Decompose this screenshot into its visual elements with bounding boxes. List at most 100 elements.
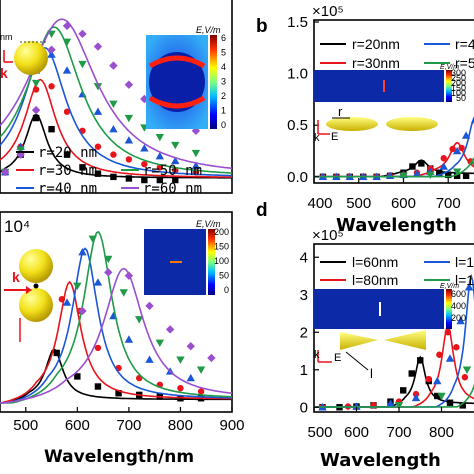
panel-b: b ×10⁵ 0.0 0.5 1.0 1.5 400 500 600 700 Wavelen…	[256, 3, 474, 236]
k-label-b: k	[314, 132, 320, 144]
series-1-point-5	[425, 375, 432, 383]
colorbar-d	[446, 289, 452, 329]
cb-b-tick-1: 250	[451, 73, 466, 83]
series-2-point-6	[93, 107, 103, 115]
cb-d-tick-0: 600	[451, 289, 466, 299]
series-0-point-5	[79, 164, 86, 171]
series-3-line	[0, 230, 233, 404]
series-3-point-12	[191, 149, 201, 158]
series-3-point-2	[31, 79, 41, 88]
series-3-point-1	[88, 235, 97, 243]
series-1-point-2	[94, 344, 102, 352]
series-1-point-8	[125, 156, 133, 163]
cb-a-tick-5: 1	[221, 106, 226, 116]
series-3-point-11	[171, 141, 180, 150]
panel-d-plot	[314, 273, 474, 411]
panel-a-sphere-inset: k nm	[0, 32, 48, 81]
series-3-point-8	[124, 114, 134, 123]
panel-b-legend: r=20nm r=40 r=30nm r=5	[320, 36, 474, 71]
series-0-point-2	[32, 114, 40, 122]
series-4-point-4	[165, 325, 175, 334]
legend-label-r40: r=40 nm	[38, 181, 97, 197]
panel-c: 10⁴ 500 600 700 800 900 Wavelength/nm k E,V/…	[0, 211, 245, 467]
cb-c-tick-1: 150	[214, 242, 229, 252]
series-1-point-9	[461, 374, 469, 381]
cb-d-tick-2: 200	[451, 313, 466, 323]
gold-triangle-left	[340, 332, 378, 350]
colorbar-a	[210, 35, 217, 129]
legend-b-label-1: r=20nm	[352, 36, 400, 52]
series-4-point-0	[78, 306, 87, 316]
series-2-point-7	[412, 169, 422, 177]
panel-b-y-ticks: 0.0 0.5 1.0 1.5	[287, 14, 319, 186]
c-xtick-4: 900	[219, 417, 244, 434]
series-0-point-11	[172, 176, 179, 184]
legend-d-label-1: l=60nm	[352, 254, 398, 270]
panel-d-multiplier: ×10⁵	[312, 227, 344, 244]
panel-c-x-ticks: 500 600 700 800 900	[13, 407, 245, 434]
colorbar-d-ticks: 600 400 200	[451, 289, 466, 323]
series-3-point-4	[62, 38, 72, 46]
series-2-line	[0, 247, 232, 404]
cb-a-tick-6: 0	[221, 120, 226, 130]
c-xtick-1: 600	[65, 417, 90, 434]
cb-c-tick-4: 0	[224, 285, 229, 295]
series-3-point-1	[437, 392, 446, 401]
series-4-point-8	[124, 80, 134, 89]
panel-b-plot	[314, 116, 474, 181]
series-0-point-2	[94, 383, 102, 390]
series-3-point-5	[78, 60, 87, 69]
series-0-point-0	[53, 349, 60, 357]
colorbar-a-title: E,V/m	[196, 25, 221, 35]
panel-d-label: d	[256, 200, 268, 221]
panel-a-frame	[0, 0, 233, 194]
series-2-point-12	[470, 117, 474, 124]
series-1-point-7	[110, 151, 117, 158]
series-0-point-11	[459, 402, 466, 409]
series-1-point-9	[440, 155, 447, 162]
gold-sphere-top	[19, 249, 53, 283]
panel-a: k nm E,V/m 6 5 4 3 2 1 0 r=20 nm r=30 nm r=40 …	[0, 0, 233, 197]
series-0-point-10	[436, 169, 443, 176]
k-arrow-c-head	[26, 286, 32, 294]
series-1-point-2	[32, 86, 40, 93]
series-4-point-3	[145, 301, 154, 311]
panel-b-x-ticks: 400 500 600 700	[307, 178, 461, 212]
series-1-line	[0, 280, 232, 404]
cb-b-tick-5: 50	[456, 93, 466, 103]
series-4-point-1	[16, 150, 25, 159]
colorbar-b-title: E,V/m	[440, 64, 459, 71]
d-ytick-2: 2	[300, 324, 308, 341]
b-ytick-3: 1.5	[287, 14, 308, 31]
series-3-point-3	[119, 289, 128, 297]
legend-d-label-3: l=80nm	[352, 272, 398, 288]
colorbar-c-ticks: 200 150 100 50 0	[214, 227, 229, 295]
k-label-d: k	[314, 349, 320, 361]
d-xtick-1: 600	[344, 424, 369, 441]
series-0-point-10	[156, 176, 164, 184]
series-1-point-4	[63, 108, 71, 115]
d-ytick-3: 3	[300, 287, 308, 304]
panel-d-x-label: Wavelength	[320, 450, 441, 471]
panel-c-plot	[0, 230, 233, 404]
d-xtick-3: 800	[429, 424, 454, 441]
series-0-point-6	[94, 170, 102, 177]
series-3-line	[314, 156, 474, 178]
series-3-point-1	[16, 146, 25, 155]
series-3-point-1	[426, 171, 435, 179]
k-label-c: k	[12, 269, 20, 285]
k-label: k	[0, 65, 8, 81]
series-1-point-6	[94, 143, 102, 150]
series-2-point-4	[433, 376, 442, 385]
series-2-point-10	[452, 146, 462, 155]
b-xtick-3: 700	[436, 195, 461, 212]
panel-d-x-ticks: 500 600 700 800	[307, 407, 454, 441]
field-map-a-hot-top	[148, 55, 206, 69]
series-3-point-4	[135, 316, 144, 324]
cb-c-tick-3: 50	[219, 271, 229, 281]
panel-a-field-map: E,V/m 6 5 4 3 2 1 0	[146, 25, 226, 130]
series-2-point-4	[124, 335, 134, 343]
series-1-point-0	[58, 296, 66, 303]
